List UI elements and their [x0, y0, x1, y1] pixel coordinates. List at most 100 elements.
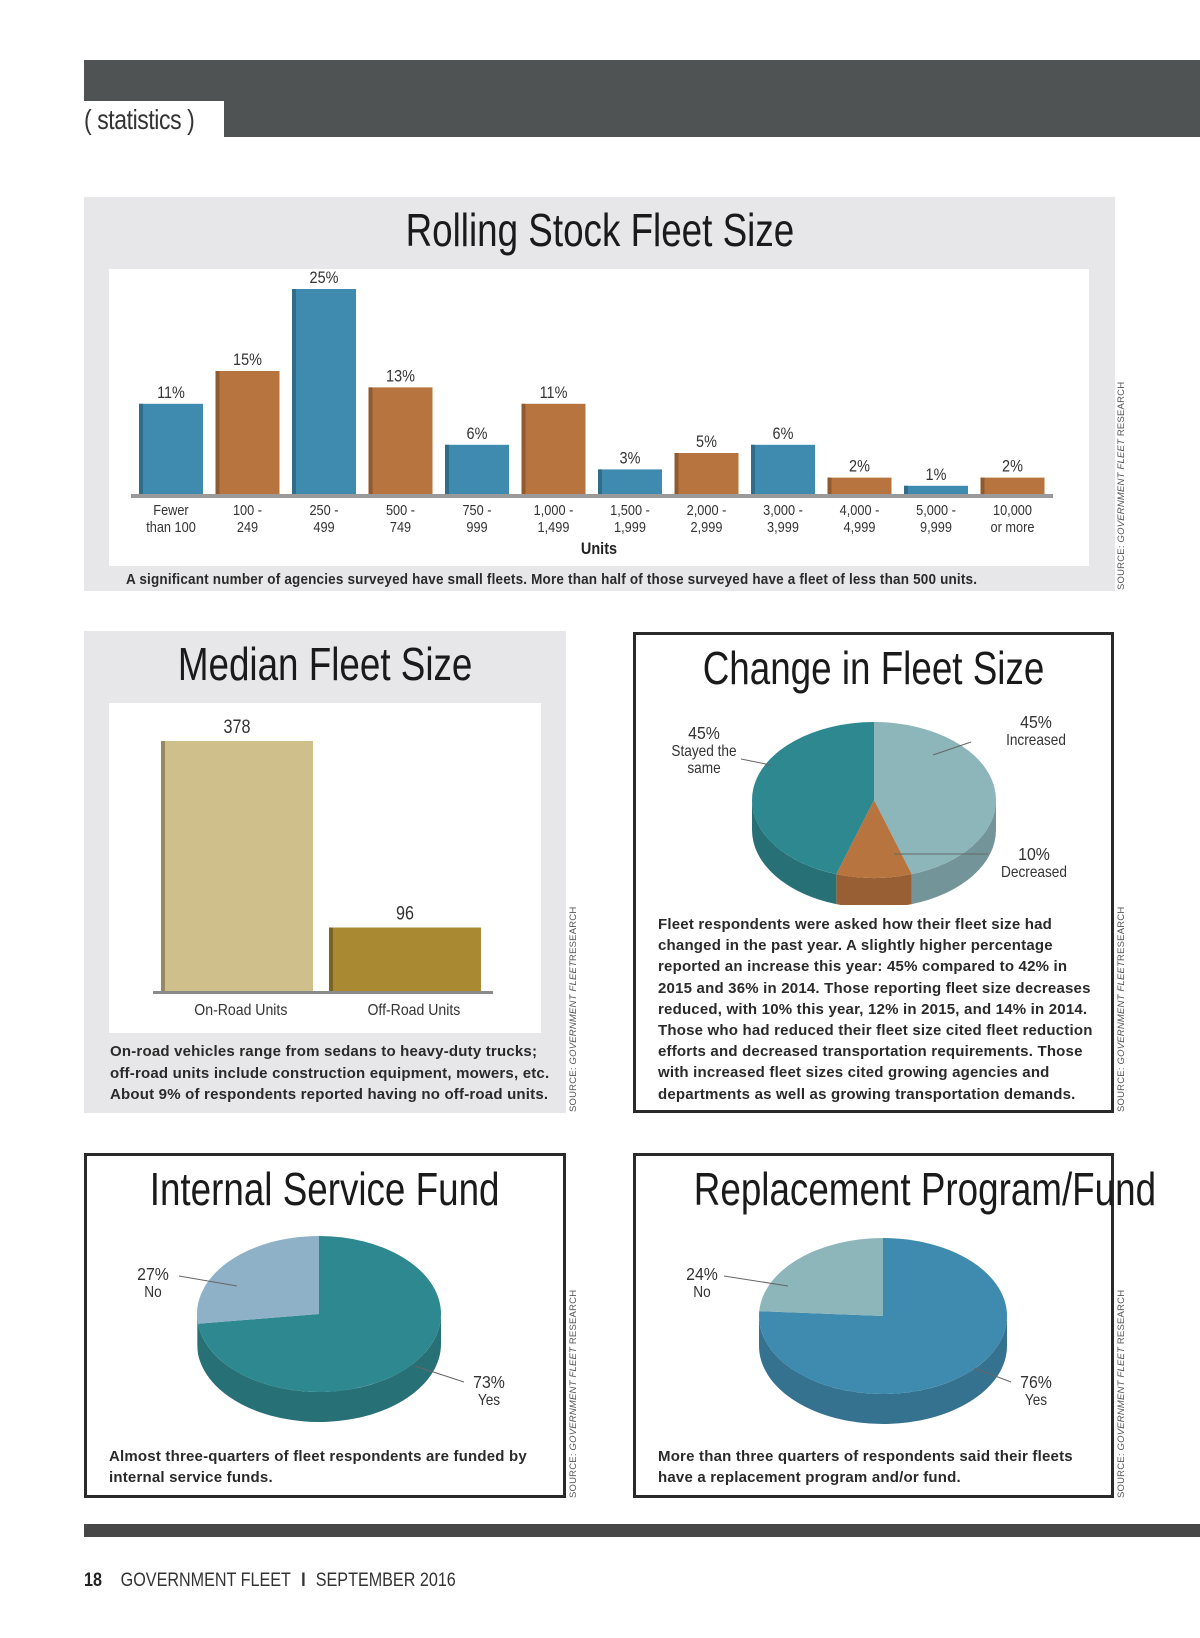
median-fleet-title: Median Fleet Size [84, 637, 566, 691]
footer-bar [84, 1524, 1200, 1537]
bar-side [674, 453, 679, 494]
header-bar [84, 60, 1200, 137]
internal-service-panel: Internal Service Fund 27% No 73% Yes Almost… [84, 1153, 566, 1498]
source-publication: GOVERNMENT FLEET [1116, 438, 1127, 543]
internal-service-title: Internal Service Fund [87, 1162, 563, 1216]
source-prefix: SOURCE: [568, 1450, 579, 1498]
source-prefix: SOURCE: [1116, 1450, 1127, 1498]
bar [292, 289, 356, 494]
replacement-chart: 24%No 76%Yes [686, 1238, 1052, 1424]
x-tick-label: 999 [466, 518, 487, 535]
x-tick-label: Fewer [153, 501, 189, 518]
data-label: 13% [386, 367, 415, 385]
median-fleet-chart: 378 On-Road Units 96 Off-Road Units [153, 716, 493, 1019]
x-axis-label: Units [581, 540, 617, 558]
x-tick-label: than 100 [146, 518, 196, 535]
x-tick-label: 249 [237, 518, 258, 535]
x-tick-label: 1,999 [614, 518, 646, 535]
bar [598, 469, 662, 494]
replacement-panel: Replacement Program/Fund 24% No 76% Yes Mor… [633, 1153, 1156, 1498]
bar-side [368, 387, 373, 494]
data-label: 25% [310, 269, 339, 287]
x-tick-label: 749 [390, 518, 411, 535]
pie-slice [197, 1236, 441, 1392]
median-fleet-source: SOURCE: GOVERNMENT FLEETRESEARCH [568, 907, 579, 1112]
x-axis-baseline [131, 494, 1053, 498]
x-tick-label: 4,000 - [840, 501, 880, 518]
pie-slice-side [911, 800, 996, 905]
leader-line [723, 1275, 789, 1287]
x-tick-label: 1,000 - [534, 501, 574, 518]
x-tick-label: 499 [313, 518, 334, 535]
bar-side [161, 741, 165, 991]
data-label: 3% [620, 449, 641, 467]
rolling-stock-plot-area: 11% Fewer than 100 15% 100 -249 25% 250 -499 13… [109, 269, 1089, 566]
bar [445, 444, 509, 494]
leader-line [932, 741, 972, 756]
x-tick-label: 100 - [233, 501, 262, 518]
bar [161, 741, 313, 991]
data-label: 11% [157, 384, 185, 402]
bar [980, 477, 1045, 494]
data-label: 2% [849, 458, 870, 476]
source-publication: GOVERNMENT FLEET [1116, 960, 1127, 1065]
pie-slice-side [759, 1316, 1007, 1424]
x-tick-label: 10,000 [993, 501, 1032, 518]
rolling-stock-source: SOURCE: GOVERNMENT FLEET RESEARCH [1116, 382, 1127, 590]
source-suffix: RESEARCH [568, 1289, 579, 1347]
bar-side [445, 444, 449, 494]
section-tab [84, 101, 224, 137]
source-suffix: RESEARCH [568, 906, 579, 961]
slice-name-label: Increased [1006, 732, 1066, 749]
data-label: 1% [926, 466, 947, 484]
x-tick-label: 1,499 [538, 518, 570, 535]
rolling-stock-caption: A significant number of agencies surveye… [126, 571, 978, 588]
source-publication: GOVERNMENT FLEET [1116, 1346, 1127, 1451]
pie-slice-side [197, 1314, 441, 1422]
change-fleet-panel: Change in Fleet Size 45% Increased 45% Stay… [633, 632, 1114, 1113]
bar-side [827, 477, 832, 494]
x-tick-label: 4,999 [844, 518, 876, 535]
bar [521, 403, 586, 494]
replacement-title-text: Replacement Program/Fund [693, 1163, 1157, 1215]
data-label: 6% [467, 425, 488, 443]
slice-percent-label: 45% [688, 723, 720, 743]
change-fleet-title: Change in Fleet Size [636, 641, 1111, 695]
pie-slice-side [197, 1314, 198, 1354]
rolling-stock-title: Rolling Stock Fleet Size [84, 203, 1115, 257]
bar-side [292, 289, 296, 494]
x-tick-label: 9,999 [920, 518, 952, 535]
x-tick-label: 250 - [309, 501, 338, 518]
slice-name-label: No [693, 1284, 710, 1301]
data-label: 96 [396, 902, 414, 924]
change-fleet-title-text: Change in Fleet Size [702, 642, 1045, 694]
x-tick-label: 2,999 [691, 518, 723, 535]
median-fleet-panel: Median Fleet Size 378 On-Road Units 96 Off-… [84, 631, 566, 1113]
internal-service-chart: 27%No 73%Yes [137, 1236, 505, 1422]
pie-slice-side [752, 800, 837, 905]
bar-side [215, 371, 220, 494]
leader-line [178, 1275, 238, 1287]
leader-line [414, 1365, 465, 1383]
x-tick-label: or more [991, 518, 1035, 535]
pie-slice [759, 1238, 883, 1316]
slice-name-label: Yes [478, 1392, 500, 1409]
slice-name-label: same [687, 760, 720, 777]
rolling-stock-title-text: Rolling Stock Fleet Size [405, 204, 794, 256]
x-axis-baseline [153, 991, 493, 994]
bar-side [751, 444, 755, 494]
x-tick-label: 2,000 - [687, 501, 727, 518]
median-fleet-title-text: Median Fleet Size [177, 638, 473, 690]
x-tick-label: On-Road Units [194, 1001, 287, 1019]
bar [827, 477, 892, 494]
bar [368, 387, 433, 494]
bar [215, 371, 280, 494]
bar-side [139, 403, 143, 494]
internal-service-source: SOURCE: GOVERNMENT FLEET RESEARCH [568, 1290, 579, 1498]
bar-side [329, 927, 333, 991]
rolling-stock-panel: Rolling Stock Fleet Size 11% Fewer than 10… [84, 197, 1115, 591]
slice-percent-label: 76% [1020, 1372, 1052, 1392]
slice-name-label: Decreased [1001, 864, 1067, 881]
source-prefix: SOURCE: [568, 1064, 579, 1112]
